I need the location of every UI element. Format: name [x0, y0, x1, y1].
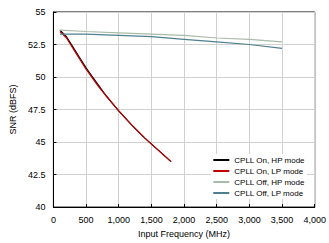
svg-text:CPLL Off, LP mode: CPLL Off, LP mode	[234, 189, 303, 198]
svg-text:500: 500	[79, 215, 94, 225]
svg-text:SNR (dBFS): SNR (dBFS)	[8, 85, 18, 135]
svg-text:1,000: 1,000	[107, 215, 130, 225]
svg-text:CPLL On, LP mode: CPLL On, LP mode	[234, 167, 303, 176]
svg-text:42.5: 42.5	[28, 170, 46, 180]
svg-text:52.5: 52.5	[28, 40, 46, 50]
svg-text:40: 40	[35, 202, 45, 212]
svg-text:2,000: 2,000	[173, 215, 196, 225]
svg-text:1,500: 1,500	[140, 215, 163, 225]
svg-text:CPLL On, HP mode: CPLL On, HP mode	[234, 156, 305, 165]
svg-text:2,500: 2,500	[205, 215, 228, 225]
svg-text:CPLL Off, HP mode: CPLL Off, HP mode	[234, 178, 305, 187]
svg-text:4,000: 4,000	[303, 215, 326, 225]
svg-text:3,500: 3,500	[271, 215, 294, 225]
svg-text:50: 50	[35, 72, 45, 82]
svg-text:0: 0	[51, 215, 56, 225]
svg-text:45: 45	[35, 137, 45, 147]
svg-text:Input Frequency (MHz): Input Frequency (MHz)	[138, 229, 230, 239]
svg-text:55: 55	[35, 7, 45, 17]
svg-text:47.5: 47.5	[28, 105, 46, 115]
svg-text:3,000: 3,000	[238, 215, 261, 225]
